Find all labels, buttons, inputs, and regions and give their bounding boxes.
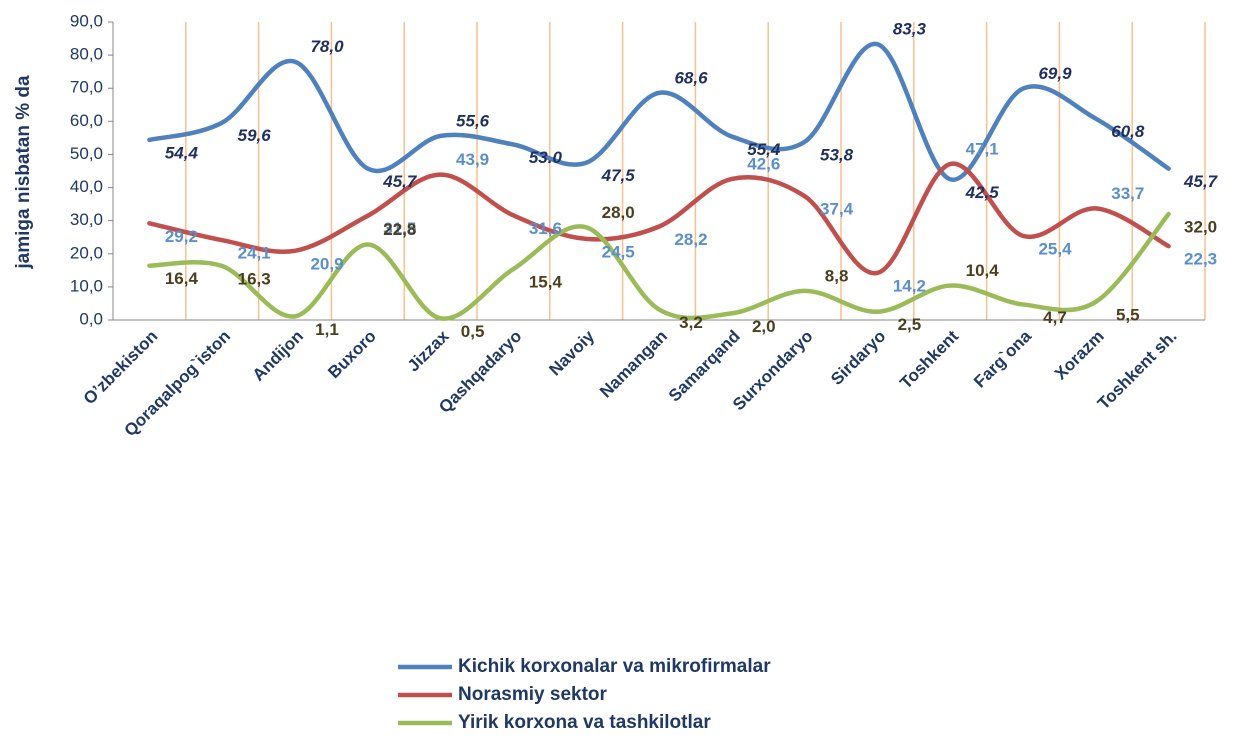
data-label: 20,9 bbox=[310, 254, 343, 273]
data-label: 47,5 bbox=[601, 166, 636, 185]
x-tick-label: Jizzax bbox=[404, 326, 453, 375]
x-tick-label: Xorazm bbox=[1051, 327, 1108, 384]
x-tick-label: Farg`ona bbox=[970, 326, 1035, 391]
data-label: 8,8 bbox=[825, 266, 849, 285]
data-label: 55,6 bbox=[456, 111, 490, 130]
data-label: 69,9 bbox=[1038, 64, 1072, 83]
data-label: 16,4 bbox=[165, 269, 199, 288]
data-label: 24,5 bbox=[602, 242, 635, 261]
data-label: 15,4 bbox=[529, 272, 563, 291]
y-tick-label: 0,0 bbox=[79, 309, 103, 328]
data-label: 43,9 bbox=[456, 150, 489, 169]
data-label: 14,2 bbox=[893, 276, 926, 295]
y-tick-label: 90,0 bbox=[70, 11, 103, 30]
series-line bbox=[147, 211, 1171, 321]
data-label: 0,5 bbox=[461, 322, 485, 341]
data-label: 33,7 bbox=[1111, 184, 1144, 203]
data-label: 29,2 bbox=[165, 227, 198, 246]
x-tick-label: O’zbekiston bbox=[80, 327, 162, 409]
data-label: 55,4 bbox=[747, 140, 781, 159]
x-tick-label: Toshkent bbox=[896, 326, 962, 392]
data-label: 22,8 bbox=[383, 220, 416, 239]
data-label: 28,2 bbox=[674, 230, 707, 249]
x-tick-label: Sirdaryo bbox=[827, 327, 889, 389]
legend-label: Kichik korxonalar va mikrofirmalar bbox=[458, 656, 771, 677]
data-label: 1,1 bbox=[315, 320, 339, 339]
y-tick-label: 50,0 bbox=[70, 144, 103, 163]
x-tick-label: Namangan bbox=[596, 327, 671, 402]
data-label: 10,4 bbox=[966, 261, 1000, 280]
series-line bbox=[147, 161, 1171, 276]
data-label: 42,6 bbox=[747, 154, 780, 173]
y-tick-label: 40,0 bbox=[70, 177, 103, 196]
data-label: 24,1 bbox=[238, 244, 271, 263]
data-label: 60,8 bbox=[1111, 122, 1145, 141]
y-tick-label: 20,0 bbox=[70, 243, 103, 262]
data-label: 28,0 bbox=[602, 203, 635, 222]
data-label: 32,0 bbox=[1184, 218, 1217, 237]
data-label: 16,3 bbox=[238, 270, 271, 289]
data-label: 3,2 bbox=[679, 313, 703, 332]
data-label: 83,3 bbox=[893, 20, 927, 39]
y-tick-label: 70,0 bbox=[70, 78, 103, 97]
data-label: 54,4 bbox=[165, 143, 199, 162]
series-line bbox=[147, 41, 1171, 182]
data-label: 68,6 bbox=[674, 68, 708, 87]
data-label: 45,7 bbox=[1183, 172, 1219, 191]
data-label: 31,5 bbox=[383, 219, 416, 238]
legend-label: Yirik korxona va tashkilotlar bbox=[458, 712, 711, 733]
data-label: 53.0 bbox=[529, 148, 563, 167]
data-label: 37,4 bbox=[820, 200, 854, 219]
data-label: 5,5 bbox=[1116, 305, 1140, 324]
data-label: 22,3 bbox=[1184, 250, 1217, 269]
data-label: 53,8 bbox=[820, 145, 854, 164]
x-tick-label: Samarqand bbox=[665, 327, 744, 406]
x-tick-label: Navoiy bbox=[545, 326, 598, 379]
data-label: 2,0 bbox=[752, 317, 776, 336]
data-label: 78,0 bbox=[310, 37, 344, 56]
data-label: 42,5 bbox=[965, 183, 1000, 202]
y-tick-label: 10,0 bbox=[70, 276, 103, 295]
data-label: 31,6 bbox=[529, 219, 562, 238]
data-label: 2,5 bbox=[898, 315, 922, 334]
data-label: 59,6 bbox=[238, 126, 272, 145]
data-label: 47,1 bbox=[966, 140, 999, 159]
y-tick-label: 80,0 bbox=[70, 45, 103, 64]
y-axis-title: jamiga nisbatan % da bbox=[13, 75, 34, 270]
y-tick-label: 30,0 bbox=[70, 210, 103, 229]
legend-label: Norasmiy sektor bbox=[458, 684, 608, 705]
data-label: 25,4 bbox=[1038, 239, 1072, 258]
x-tick-label: Andijon bbox=[249, 327, 307, 385]
data-label: 45,7 bbox=[382, 172, 418, 191]
data-label: 4,7 bbox=[1043, 308, 1067, 327]
y-tick-label: 60,0 bbox=[70, 111, 103, 130]
